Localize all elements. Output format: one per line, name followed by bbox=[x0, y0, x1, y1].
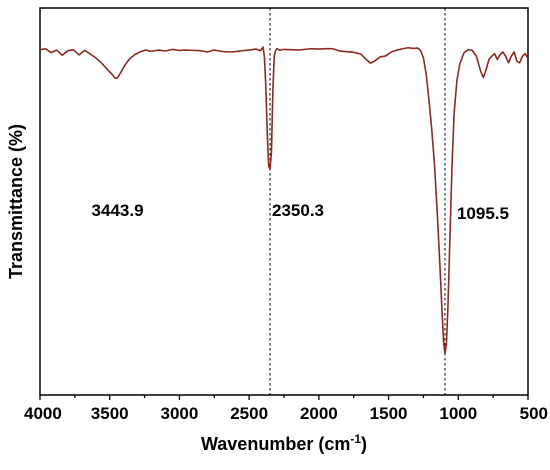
peak-labels: 3443.9 2350.3 1095.5 bbox=[92, 201, 509, 223]
y-axis-title: Transmittance (%) bbox=[6, 124, 26, 279]
x-tick-label-1500: 1500 bbox=[370, 404, 408, 423]
x-tick-label-4000: 4000 bbox=[24, 404, 62, 423]
x-tick-label-2000: 2000 bbox=[300, 404, 338, 423]
x-axis-title-superscript: -1 bbox=[350, 432, 361, 446]
plot-area: 4000 3500 3000 2500 2000 1500 1000 500 3443.9 23… bbox=[24, 7, 548, 423]
peak-label-3443.9: 3443.9 bbox=[92, 201, 144, 220]
reference-lines bbox=[269, 8, 446, 395]
x-tick-label-500: 500 bbox=[520, 404, 548, 423]
x-tick-label-3000: 3000 bbox=[161, 404, 199, 423]
x-axis-title-suffix: ) bbox=[361, 434, 367, 454]
x-axis-title: Wavenumber (cm-1) bbox=[201, 432, 367, 454]
x-tick-label-3500: 3500 bbox=[91, 404, 129, 423]
peak-label-2350.3: 2350.3 bbox=[272, 201, 324, 220]
x-tick-label-1000: 1000 bbox=[439, 404, 477, 423]
peak-label-1095.5: 1095.5 bbox=[457, 204, 509, 223]
x-axis-ticks: 4000 3500 3000 2500 2000 1500 1000 500 bbox=[24, 395, 548, 423]
x-tick-label-2500: 2500 bbox=[230, 404, 268, 423]
spectrum-series-line bbox=[39, 46, 529, 355]
x-axis-title-main: Wavenumber (cm bbox=[201, 434, 350, 454]
